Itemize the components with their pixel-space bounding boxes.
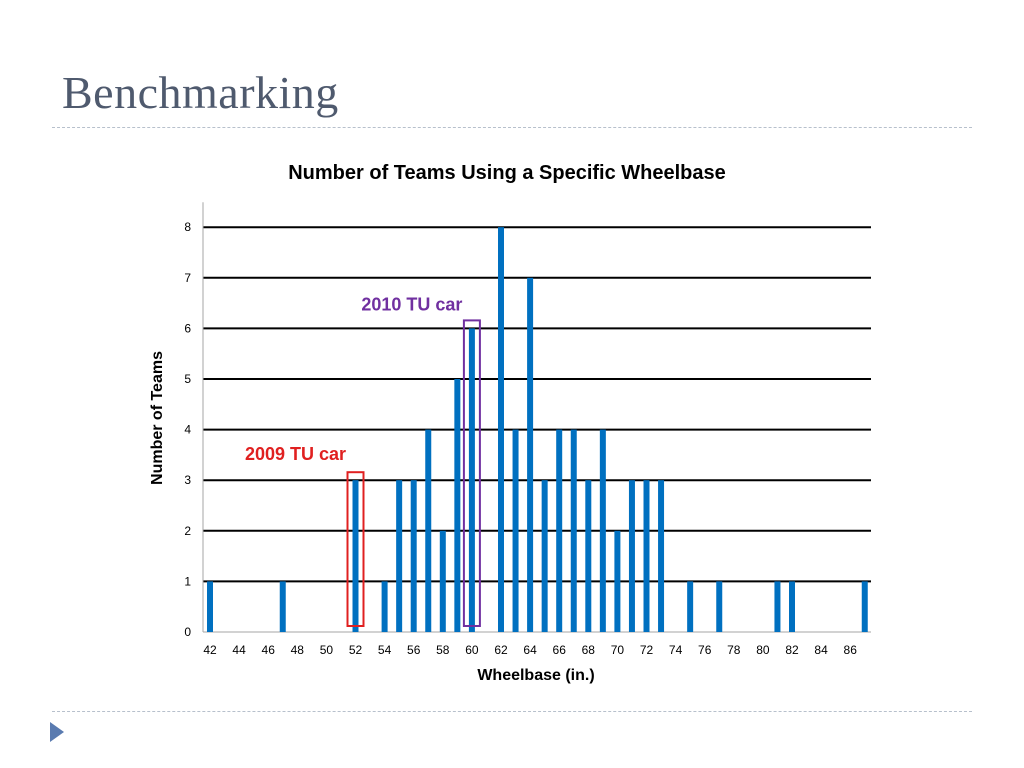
bar xyxy=(628,480,635,632)
bar xyxy=(556,429,563,632)
x-tick-label: 72 xyxy=(640,643,654,657)
y-tick-label: 4 xyxy=(184,423,191,437)
annotation-label: 2010 TU car xyxy=(361,294,462,314)
bar xyxy=(425,429,432,632)
x-tick-label: 50 xyxy=(320,643,334,657)
bar xyxy=(658,480,665,632)
bar xyxy=(585,480,592,632)
x-tick-label: 44 xyxy=(232,643,246,657)
bar xyxy=(774,581,781,632)
slide-title: Benchmarking xyxy=(62,67,339,118)
x-tick-label: 46 xyxy=(262,643,276,657)
y-tick-label: 6 xyxy=(184,321,191,335)
x-tick-label: 80 xyxy=(756,643,770,657)
x-tick-label: 82 xyxy=(785,643,799,657)
bar xyxy=(599,429,606,632)
y-tick-label: 3 xyxy=(184,473,191,487)
x-tick-label: 48 xyxy=(291,643,305,657)
x-tick-label: 78 xyxy=(727,643,741,657)
footer-divider xyxy=(52,711,972,712)
title-divider xyxy=(52,127,972,128)
x-tick-label: 62 xyxy=(494,643,508,657)
bar xyxy=(527,277,534,632)
bar xyxy=(789,581,795,632)
x-tick-labels: 42 44 46 48 50 52 54 56 58 60 62 64 66 68 70 72 74 76 78 80… xyxy=(203,643,857,657)
x-tick-label: 76 xyxy=(698,643,712,657)
y-tick-label: 1 xyxy=(184,574,191,588)
bar xyxy=(643,480,650,632)
annotation-box xyxy=(462,319,481,627)
bar xyxy=(468,328,475,632)
bar xyxy=(687,581,694,632)
x-axis-label: Wheelbase (in.) xyxy=(477,667,594,684)
bars xyxy=(207,227,868,632)
x-tick-label: 52 xyxy=(349,643,363,657)
bar xyxy=(207,581,213,632)
annotation-label: 2009 TU car xyxy=(245,444,346,464)
y-tick-label: 8 xyxy=(184,220,191,234)
x-tick-label: 84 xyxy=(814,643,828,657)
bar xyxy=(381,581,388,632)
bar xyxy=(541,480,548,632)
bar xyxy=(716,581,723,632)
x-tick-label: 66 xyxy=(553,643,567,657)
bar xyxy=(512,429,519,632)
x-tick-label: 60 xyxy=(465,643,479,657)
bar xyxy=(410,480,417,632)
bar xyxy=(614,530,621,632)
x-tick-label: 74 xyxy=(669,643,683,657)
x-tick-label: 58 xyxy=(436,643,450,657)
bar xyxy=(279,581,286,632)
annotations: 2010 TU car 2009 TU car xyxy=(245,294,481,628)
x-tick-label: 56 xyxy=(407,643,421,657)
y-tick-labels: 0 1 2 3 4 5 6 7 8 xyxy=(184,220,191,639)
bar xyxy=(498,227,504,632)
y-tick-label: 5 xyxy=(184,372,191,386)
triangle-bullet-icon xyxy=(50,722,64,742)
x-tick-label: 68 xyxy=(582,643,596,657)
y-tick-label: 0 xyxy=(184,625,191,639)
bar xyxy=(454,379,461,632)
x-tick-label: 64 xyxy=(523,643,537,657)
x-tick-label: 70 xyxy=(611,643,625,657)
x-tick-label: 86 xyxy=(844,643,858,657)
y-axis-label: Number of Teams xyxy=(149,351,166,485)
bar xyxy=(396,480,403,632)
gridlines xyxy=(202,202,871,633)
chart-title: Number of Teams Using a Specific Wheelba… xyxy=(288,162,726,184)
bar xyxy=(861,581,868,632)
y-tick-label: 2 xyxy=(184,524,191,538)
bar xyxy=(439,530,446,632)
bar xyxy=(352,480,359,632)
x-tick-label: 54 xyxy=(378,643,392,657)
y-tick-label: 7 xyxy=(184,271,191,285)
bar xyxy=(570,429,577,632)
x-tick-label: 42 xyxy=(203,643,217,657)
annotation-box xyxy=(346,471,365,628)
